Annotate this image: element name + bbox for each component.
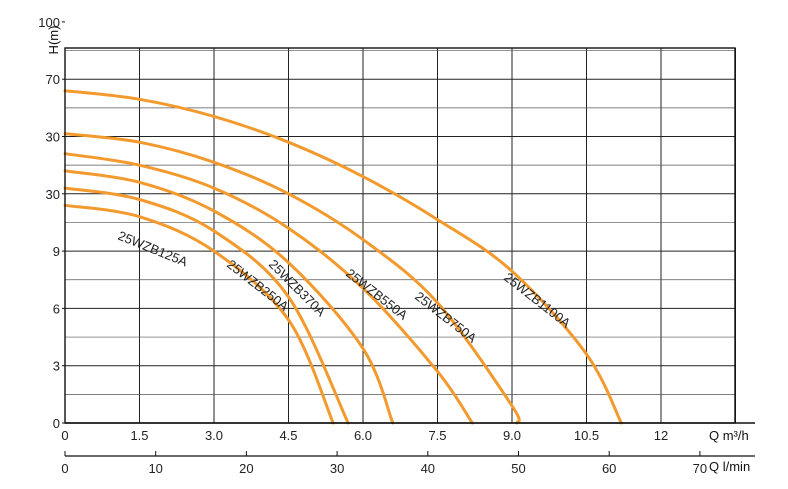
y-tick-labels: 0 3 6 9 30 30 70 100	[38, 15, 65, 431]
curve-25wzb1100a	[63, 89, 623, 425]
y-axis-label: H(m)	[46, 26, 61, 55]
y-tick-label: 0	[53, 416, 60, 431]
y-tick-label: 3	[53, 359, 60, 374]
x2-axis-label: Q l/min	[709, 459, 750, 474]
x2-tick-label: 50	[511, 461, 525, 476]
y-tick-label: 100	[38, 15, 60, 30]
y-tick-label: 30	[46, 130, 60, 145]
x2-tick-label: 40	[421, 461, 435, 476]
x-tick-label: 1.5	[130, 428, 148, 443]
curve-25wzb750a	[63, 132, 521, 425]
curve-label: 25WZB125A	[116, 228, 190, 270]
x-tick-label: 10.5	[574, 428, 599, 443]
x2-tick-label: 60	[602, 461, 616, 476]
x-tick-label: 12	[654, 428, 668, 443]
x-tick-label: 0	[61, 428, 68, 443]
x-tick-label: 7.5	[428, 428, 446, 443]
y-tick-label: 70	[46, 72, 60, 87]
y-tick-label: 9	[53, 244, 60, 259]
y-tick-label: 30	[46, 187, 60, 202]
x-axis-label: Q m³/h	[709, 428, 749, 443]
x2-tick-label: 30	[330, 461, 344, 476]
x2-tick-label: 70	[693, 461, 707, 476]
curve-25wzb370a	[63, 169, 395, 425]
x-tick-label: 4.5	[279, 428, 297, 443]
x2-tick-label: 10	[148, 461, 162, 476]
curve-25wzb550a	[63, 152, 474, 425]
x2-tick-label: 20	[239, 461, 253, 476]
x2-tick-labels: 0 10 20 30 40 50 60 70	[61, 451, 707, 476]
x2-tick-label: 0	[61, 461, 68, 476]
curves	[63, 89, 623, 425]
x-tick-label: 3.0	[205, 428, 223, 443]
x-tick-label: 9.0	[503, 428, 521, 443]
curve-25wzb250a	[63, 186, 350, 425]
x-tick-label: 6.0	[354, 428, 372, 443]
plot-frame	[64, 47, 755, 457]
x-tick-labels: 0 1.5 3.0 4.5 6.0 7.5 9.0 10.5 12	[61, 428, 668, 443]
curve-25wzb125a	[63, 203, 335, 425]
curve-label: 25WZB550A	[343, 266, 411, 323]
y-tick-label: 6	[53, 301, 60, 316]
